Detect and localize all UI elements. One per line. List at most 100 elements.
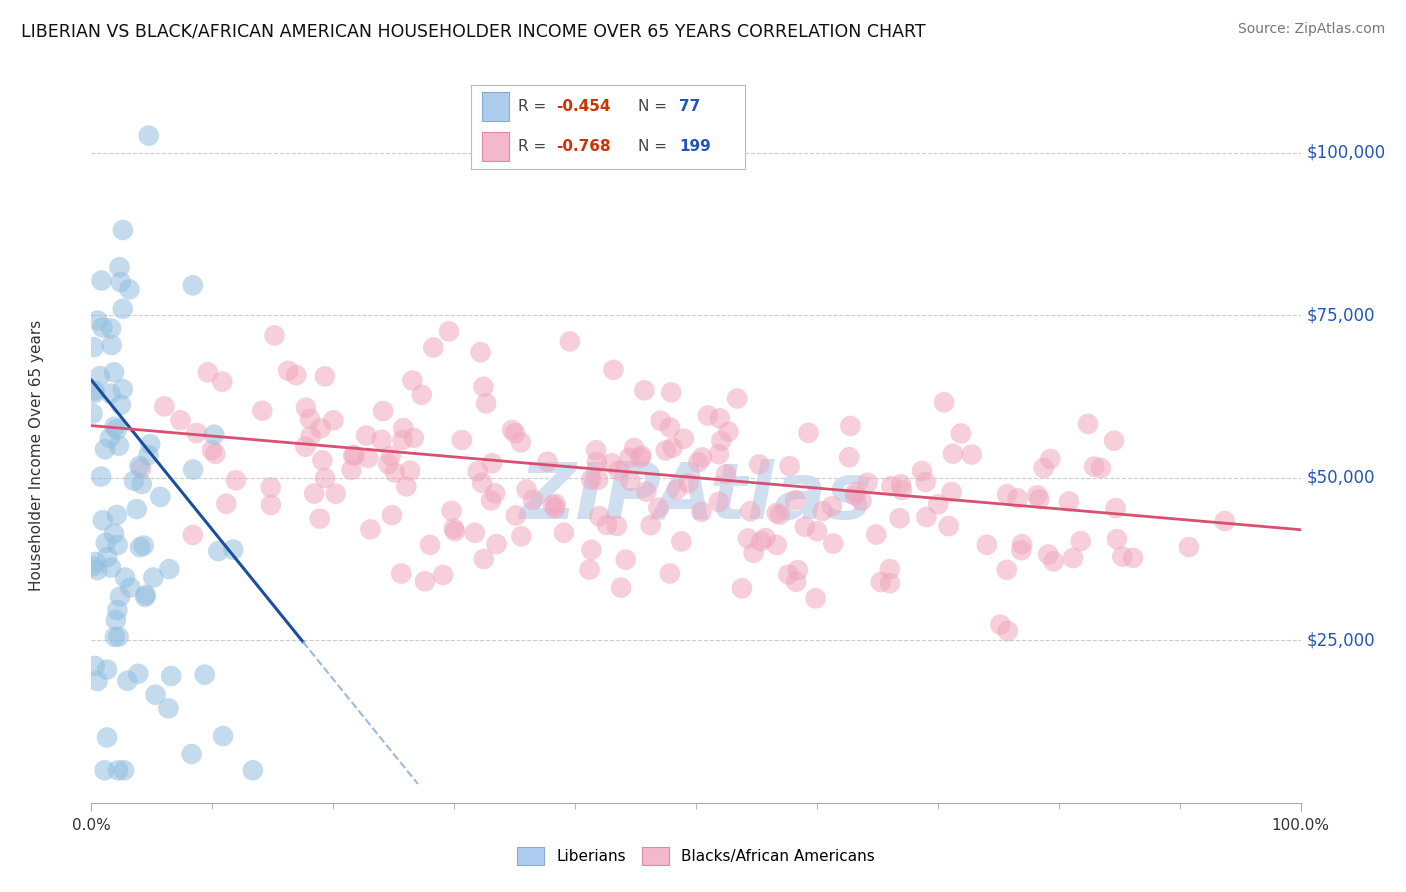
Point xyxy=(84,555,107,569)
Point xyxy=(707,495,730,509)
Point xyxy=(91,320,114,334)
Point xyxy=(581,542,603,557)
Point xyxy=(1213,514,1236,528)
Point xyxy=(696,409,718,423)
Point xyxy=(111,382,134,396)
Point xyxy=(83,659,105,673)
Point xyxy=(1102,434,1125,448)
Point xyxy=(89,369,111,384)
Point xyxy=(111,301,134,316)
Point xyxy=(942,447,965,461)
Point xyxy=(108,439,131,453)
Point xyxy=(82,559,104,574)
Point xyxy=(614,552,637,566)
Point xyxy=(342,449,364,463)
Point xyxy=(619,450,641,465)
Point xyxy=(422,341,444,355)
Point xyxy=(633,384,655,398)
Point xyxy=(793,520,815,534)
Point xyxy=(509,435,531,450)
Point xyxy=(995,487,1018,501)
Point xyxy=(995,563,1018,577)
Text: 77: 77 xyxy=(679,99,700,114)
Point xyxy=(107,630,129,644)
Point xyxy=(769,508,792,522)
Point xyxy=(83,384,105,398)
Point xyxy=(1026,488,1049,502)
Point xyxy=(309,421,332,435)
Point xyxy=(359,523,381,537)
Point xyxy=(585,443,607,458)
Point xyxy=(786,563,808,577)
Point xyxy=(299,429,322,443)
Point xyxy=(343,449,366,463)
Point xyxy=(395,479,418,493)
Point xyxy=(717,425,740,439)
Point xyxy=(107,764,129,778)
Point xyxy=(111,223,134,237)
Point xyxy=(90,274,112,288)
Point xyxy=(990,617,1012,632)
Point xyxy=(285,368,308,383)
Point xyxy=(149,490,172,504)
Point xyxy=(114,570,136,584)
Point xyxy=(370,433,392,447)
Point xyxy=(212,729,235,743)
Point xyxy=(610,581,633,595)
Point xyxy=(470,345,492,359)
Point xyxy=(444,524,467,538)
Point xyxy=(844,489,866,503)
Point xyxy=(865,527,887,541)
Point xyxy=(949,426,972,441)
Point xyxy=(107,538,129,552)
Point xyxy=(105,603,128,617)
Point xyxy=(838,450,860,465)
Point xyxy=(1042,554,1064,568)
Point xyxy=(1077,417,1099,431)
Point xyxy=(879,576,901,591)
Point xyxy=(211,375,233,389)
Point xyxy=(104,419,127,434)
Point xyxy=(636,484,658,499)
Point xyxy=(1105,501,1128,516)
Point xyxy=(1039,452,1062,467)
Point xyxy=(710,434,733,448)
Point xyxy=(541,498,564,512)
Point xyxy=(127,666,149,681)
Point xyxy=(806,524,828,539)
Point xyxy=(600,456,623,470)
Point xyxy=(138,128,160,143)
Point xyxy=(100,321,122,335)
Point xyxy=(544,501,567,516)
Point xyxy=(134,590,156,604)
Point xyxy=(658,566,681,581)
Point xyxy=(596,518,619,533)
Point xyxy=(357,450,380,465)
Point xyxy=(302,486,325,500)
Point xyxy=(1007,491,1029,506)
Point xyxy=(377,457,399,471)
Point xyxy=(105,508,128,522)
Point xyxy=(485,537,508,551)
Bar xyxy=(482,132,509,161)
Point xyxy=(98,431,121,445)
Point xyxy=(479,493,502,508)
Point xyxy=(578,563,600,577)
Point xyxy=(839,419,862,434)
Point xyxy=(91,513,114,527)
Point xyxy=(112,764,135,778)
Text: R =: R = xyxy=(517,99,551,114)
Point xyxy=(640,518,662,533)
Point xyxy=(1062,551,1084,566)
Point xyxy=(737,532,759,546)
Point xyxy=(201,443,224,458)
Point xyxy=(672,432,695,446)
Point xyxy=(1090,461,1112,475)
Point xyxy=(86,563,108,577)
Point xyxy=(714,467,737,482)
Point xyxy=(661,441,683,455)
Point xyxy=(725,392,748,406)
Point xyxy=(181,528,204,542)
Point xyxy=(105,422,128,436)
Point xyxy=(83,386,105,401)
